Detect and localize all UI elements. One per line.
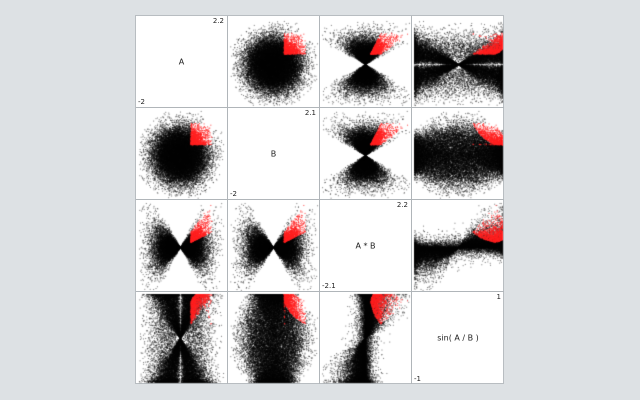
scatter-points [412,108,504,199]
scatter-cell-3-4[interactable] [412,200,504,292]
scatter-cell-4-1[interactable] [136,292,228,384]
diagonal-cell-3[interactable]: A * B 2.2 -2.1 [320,200,412,292]
scatterplot-matrix[interactable]: A 2.2 -2 B 2.1 -2 A * B 2.2 -2.1 sin( A / B ) 1 -1 [135,15,504,384]
scatter-cell-4-3[interactable] [320,292,412,384]
variable-min-label: -1 [414,375,421,383]
variable-min-label: -2.1 [322,282,336,290]
variable-name-label: A * B [355,241,376,250]
scatter-points [320,292,411,384]
variable-max-label: 2.1 [304,109,316,117]
scatter-points [228,292,319,384]
scatter-cell-2-3[interactable] [320,108,412,200]
scatter-cell-4-2[interactable] [228,292,320,384]
variable-name-label: sin( A / B ) [437,333,479,343]
variable-max-label: 2.2 [396,201,408,209]
scatter-points [136,108,227,199]
scatter-cell-2-1[interactable] [136,108,228,200]
variable-max-label: 1 [496,293,501,301]
diagonal-cell-1[interactable]: A 2.2 -2 [136,16,228,108]
scatter-points [320,16,411,107]
variable-max-label: 2.2 [212,17,224,25]
scatter-points [136,200,227,291]
scatter-points [136,292,227,384]
scatter-cell-3-2[interactable] [228,200,320,292]
variable-name-label: A [178,57,185,66]
scatter-points [412,200,504,291]
scatter-cell-1-3[interactable] [320,16,412,108]
variable-name-label: B [270,149,277,158]
scatter-cell-1-4[interactable] [412,16,504,108]
scatter-cell-3-1[interactable] [136,200,228,292]
diagonal-cell-2[interactable]: B 2.1 -2 [228,108,320,200]
scatter-cell-2-4[interactable] [412,108,504,200]
variable-min-label: -2 [138,98,145,106]
scatter-points [412,16,504,107]
scatter-points [320,108,411,199]
diagonal-cell-4[interactable]: sin( A / B ) 1 -1 [412,292,504,384]
scatter-points [228,200,319,291]
variable-min-label: -2 [230,190,237,198]
scatter-cell-1-2[interactable] [228,16,320,108]
scatter-points [228,16,319,107]
